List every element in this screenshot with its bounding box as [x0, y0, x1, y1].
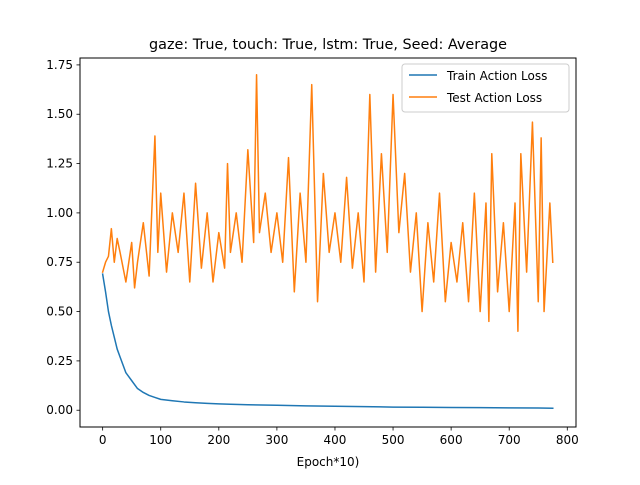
y-tick-label: 0.75 [46, 255, 73, 269]
y-tick-label: 1.75 [46, 58, 73, 72]
series-line-train-action-loss [101, 273, 554, 410]
x-tick-label: 400 [324, 433, 347, 447]
x-axis-ticks: 0 100 200 300 400 500 600 700 800 [99, 427, 579, 447]
x-tick-label: 500 [382, 433, 405, 447]
series-layer [101, 74, 554, 410]
x-tick-label: 600 [440, 433, 463, 447]
x-tick-label: 700 [498, 433, 521, 447]
x-tick-label: 100 [149, 433, 172, 447]
legend-label-train: Train Action Loss [446, 69, 547, 83]
x-tick-label: 300 [265, 433, 288, 447]
y-tick-label: 1.25 [46, 157, 73, 171]
y-axis-ticks: 0.00 0.25 0.50 0.75 1.00 1.25 1.50 1.75 [46, 58, 80, 417]
y-tick-label: 0.25 [46, 354, 73, 368]
x-tick-label: 200 [207, 433, 230, 447]
x-tick-label: 800 [556, 433, 579, 447]
y-tick-label: 0.50 [46, 305, 73, 319]
legend: Train Action Loss Test Action Loss [401, 63, 570, 113]
x-tick-label: 0 [99, 433, 107, 447]
legend-label-test: Test Action Loss [446, 91, 542, 105]
y-tick-label: 1.50 [46, 107, 73, 121]
plot-frame [79, 57, 577, 428]
series-line-test-action-loss [101, 74, 554, 333]
y-tick-label: 0.00 [46, 403, 73, 417]
x-axis-label: Epoch*10) [297, 455, 360, 469]
y-tick-label: 1.00 [46, 206, 73, 220]
chart-title: gaze: True, touch: True, lstm: True, See… [149, 37, 507, 53]
legend-box [401, 63, 570, 113]
